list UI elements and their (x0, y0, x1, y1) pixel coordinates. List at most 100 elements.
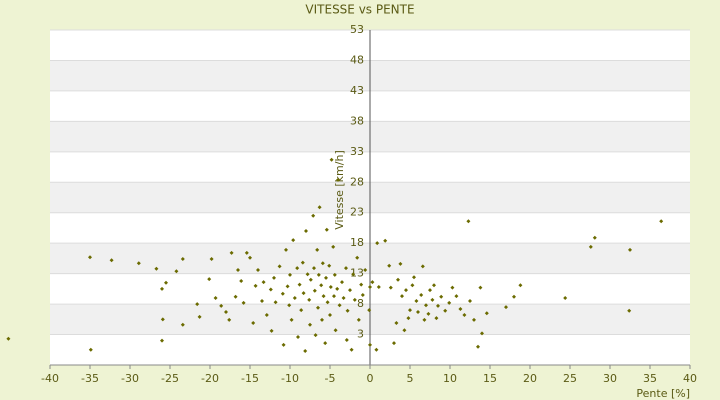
x-tick-label: -35 (81, 372, 99, 385)
point (363, 267, 368, 272)
point (434, 316, 439, 321)
point (88, 255, 92, 260)
point (280, 291, 285, 296)
point (320, 317, 324, 322)
x-tick-label: 20 (523, 372, 537, 385)
point (219, 303, 224, 308)
point (248, 255, 252, 260)
y-tick-label: 8 (357, 297, 364, 310)
point (424, 303, 428, 308)
point (368, 342, 372, 347)
point (260, 299, 264, 304)
point (367, 308, 372, 313)
point (436, 303, 440, 308)
x-tick-label: 40 (683, 372, 697, 385)
point (504, 305, 508, 310)
point (195, 302, 200, 307)
y-axis-label: Vitesse [km/h] (333, 150, 346, 230)
x-tick-label: -15 (241, 372, 259, 385)
point (462, 313, 467, 318)
point (321, 294, 326, 299)
point (88, 347, 93, 352)
point (374, 347, 379, 352)
point (288, 272, 292, 277)
point (308, 322, 312, 327)
point (160, 286, 164, 291)
point (592, 235, 597, 240)
x-tick-label: 25 (563, 372, 577, 385)
point (6, 336, 11, 341)
point (164, 280, 168, 285)
point (344, 338, 349, 343)
point (331, 244, 336, 249)
point (332, 272, 337, 277)
x-tick-label: -40 (41, 372, 59, 385)
point (174, 269, 179, 274)
point (419, 292, 424, 297)
point (432, 283, 436, 288)
point (312, 266, 316, 271)
x-tick-label: 35 (643, 372, 657, 385)
point (281, 342, 286, 347)
point (396, 277, 400, 282)
point (209, 257, 214, 262)
point (328, 285, 333, 290)
point (388, 285, 393, 290)
point (325, 300, 330, 305)
point (588, 244, 593, 249)
point (402, 328, 407, 333)
point (272, 275, 276, 280)
point (303, 348, 308, 353)
point (324, 275, 328, 280)
point (236, 267, 240, 272)
point (300, 260, 305, 265)
point (376, 285, 381, 290)
point (319, 283, 324, 288)
point (251, 320, 256, 325)
point (256, 267, 260, 272)
point (284, 247, 288, 252)
point (327, 263, 332, 268)
point (352, 297, 357, 302)
point (160, 338, 164, 343)
point (454, 294, 459, 299)
point (239, 278, 244, 283)
point (349, 347, 354, 352)
point (340, 280, 344, 285)
point (335, 286, 340, 291)
point (264, 313, 269, 318)
point (323, 341, 328, 346)
point (426, 311, 431, 316)
point (333, 328, 338, 333)
x-tick-label: 10 (443, 372, 457, 385)
point (628, 247, 632, 252)
point (136, 261, 141, 266)
point (359, 282, 364, 287)
point (207, 277, 212, 282)
x-tick-label: 15 (483, 372, 497, 385)
point (291, 238, 296, 243)
point (420, 264, 425, 269)
point (627, 308, 632, 313)
point (400, 294, 404, 299)
x-tick-label: -5 (325, 372, 336, 385)
point (518, 283, 523, 288)
point (478, 285, 483, 290)
point (197, 314, 202, 319)
point (261, 280, 266, 285)
point (480, 331, 484, 336)
x-tick-label: 0 (367, 372, 374, 385)
point (317, 205, 322, 210)
point (316, 305, 320, 310)
point (406, 316, 411, 321)
point (244, 250, 249, 255)
point (476, 344, 480, 349)
point (383, 238, 388, 243)
point (268, 287, 273, 292)
chart-title: VITESSE vs PENTE (305, 3, 414, 17)
point (404, 288, 408, 293)
point (296, 334, 300, 339)
point (414, 299, 419, 304)
point (512, 294, 516, 299)
point (368, 285, 372, 290)
